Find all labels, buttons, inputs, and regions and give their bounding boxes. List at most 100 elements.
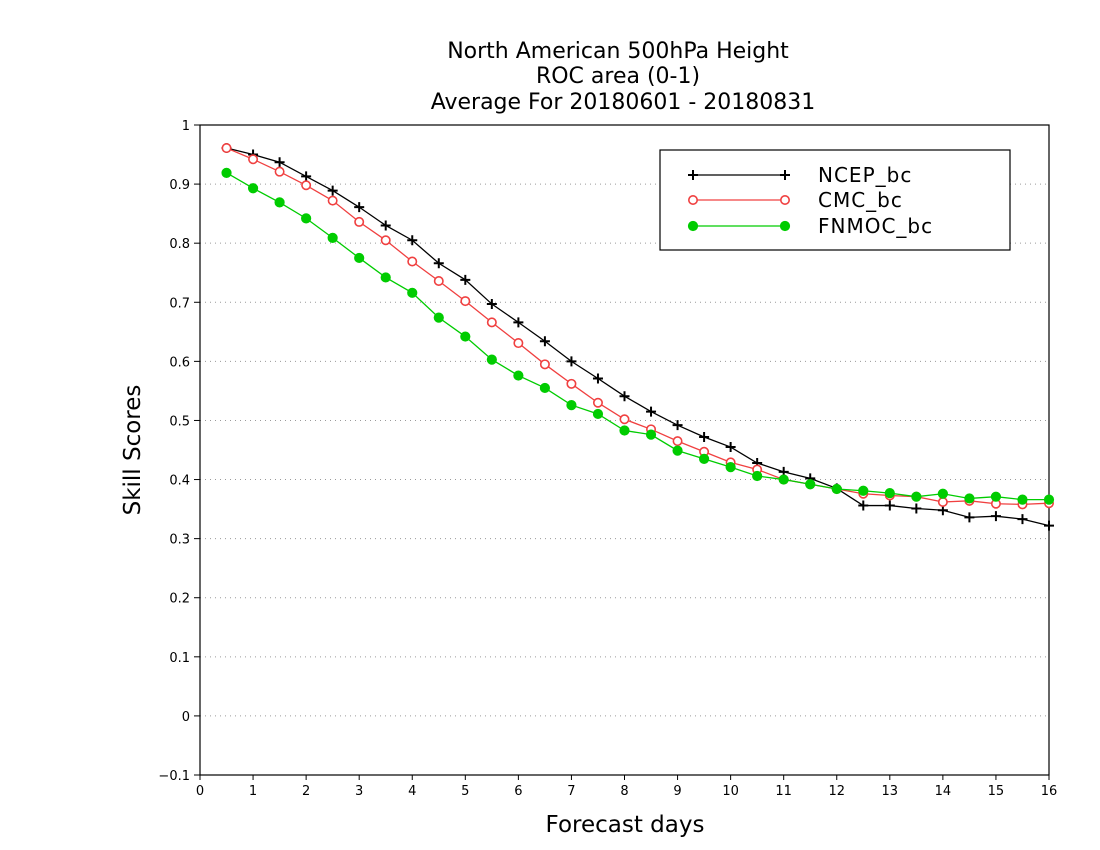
x-axis-title: Forecast days (546, 812, 705, 838)
data-point-fnmoc-bc (380, 272, 391, 283)
data-point-cmc-bc (460, 296, 471, 307)
data-point-fnmoc-bc (327, 232, 338, 243)
data-point-fnmoc-bc (937, 488, 948, 499)
data-point-cmc-bc (380, 235, 391, 246)
data-point-ncep-bc (964, 512, 975, 523)
x-tick-label: 9 (673, 784, 681, 799)
y-tick-label: 0.2 (169, 592, 190, 607)
data-point-cmc-bc (486, 317, 497, 328)
data-point-ncep-bc (990, 511, 1001, 522)
data-point-fnmoc-bc (672, 445, 683, 456)
data-point-cmc-bc (274, 166, 285, 177)
legend-marker-fnmoc-bc (779, 220, 791, 232)
data-point-fnmoc-bc (566, 399, 577, 411)
data-point-ncep-bc (619, 391, 630, 402)
data-point-fnmoc-bc (805, 479, 816, 490)
data-point-fnmoc-bc (1043, 494, 1055, 505)
data-point-fnmoc-bc (1017, 494, 1028, 505)
y-tick-label: 0.8 (169, 237, 190, 252)
legend-marker-ncep-bc (688, 170, 698, 180)
y-tick-label: 0.5 (169, 414, 190, 429)
data-point-ncep-bc (566, 356, 577, 367)
data-point-ncep-bc (486, 299, 497, 310)
x-tick-label: 1 (249, 784, 257, 799)
x-tick-label: 6 (514, 784, 522, 799)
data-point-fnmoc-bc (354, 252, 365, 264)
data-point-fnmoc-bc (725, 462, 736, 473)
data-point-cmc-bc (221, 143, 232, 154)
data-point-fnmoc-bc (911, 491, 922, 502)
data-point-ncep-bc (380, 220, 391, 231)
x-tick-label: 8 (620, 784, 628, 799)
data-point-fnmoc-bc (247, 183, 259, 194)
data-point-ncep-bc (646, 406, 657, 417)
data-point-fnmoc-bc (831, 483, 842, 495)
data-point-cmc-bc (301, 180, 312, 191)
data-point-fnmoc-bc (964, 493, 975, 504)
data-point-fnmoc-bc (619, 425, 630, 436)
data-point-ncep-bc (725, 442, 736, 453)
data-point-cmc-bc (354, 216, 365, 227)
data-point-ncep-bc (592, 373, 603, 384)
data-point-cmc-bc (619, 414, 630, 425)
y-tick-label: 0.3 (169, 533, 190, 548)
data-point-ncep-bc (513, 317, 524, 328)
data-point-ncep-bc (1044, 520, 1054, 531)
data-point-cmc-bc (513, 338, 524, 349)
data-point-cmc-bc (327, 195, 338, 206)
data-point-fnmoc-bc (592, 408, 604, 420)
y-tick-label: 0.9 (169, 178, 190, 193)
series-ncep-bc (221, 143, 1054, 531)
data-point-cmc-bc (407, 256, 418, 267)
data-point-ncep-bc (1017, 514, 1028, 525)
data-point-ncep-bc (354, 202, 365, 213)
data-point-cmc-bc (248, 154, 259, 165)
data-point-ncep-bc (699, 432, 710, 442)
data-point-cmc-bc (433, 275, 444, 286)
data-point-fnmoc-bc (486, 354, 497, 365)
y-tick-label: 0 (182, 710, 190, 725)
y-tick-label: 0.6 (169, 355, 190, 370)
legend-label-cmc-bc: CMC_bc (818, 188, 903, 212)
data-point-fnmoc-bc (752, 470, 763, 482)
chart-title: North American 500hPa Height ROC area (0… (431, 39, 816, 115)
x-tick-label: 2 (302, 784, 310, 799)
data-point-cmc-bc (566, 378, 577, 389)
axis-ticks: −0.100.10.20.30.40.50.60.70.80.910 1 2 3 4 5 6… (158, 119, 1057, 799)
data-point-fnmoc-bc (698, 453, 710, 464)
data-point-fnmoc-bc (858, 485, 869, 496)
data-point-ncep-bc (539, 336, 550, 347)
x-tick-label: 14 (935, 784, 952, 799)
x-tick-label: 15 (988, 784, 1005, 799)
y-tick-label: 0.1 (169, 651, 190, 666)
chart-title-line-2: ROC area (0-1) (536, 64, 700, 89)
x-tick-label: 12 (828, 784, 845, 799)
data-point-fnmoc-bc (513, 370, 524, 381)
data-point-ncep-bc (858, 500, 869, 511)
x-tick-label: 7 (567, 784, 575, 799)
data-point-ncep-bc (433, 258, 444, 269)
x-tick-label: 0 (196, 784, 204, 799)
data-point-ncep-bc (884, 500, 895, 511)
y-tick-label: 0.4 (169, 474, 190, 489)
data-point-ncep-bc (911, 503, 922, 514)
x-tick-label: 11 (775, 784, 792, 799)
x-tick-label: 5 (461, 784, 469, 799)
data-point-fnmoc-bc (884, 488, 895, 499)
data-point-cmc-bc (592, 397, 603, 408)
y-tick-label: 0.7 (169, 296, 190, 311)
data-point-ncep-bc (460, 274, 471, 285)
x-tick-label: 4 (408, 784, 416, 799)
legend-label-ncep-bc: NCEP_bc (818, 163, 912, 187)
x-tick-label: 16 (1041, 784, 1058, 799)
data-point-fnmoc-bc (778, 474, 789, 485)
gridlines (200, 183, 1049, 717)
x-tick-label: 13 (882, 784, 899, 799)
data-point-ncep-bc (274, 157, 285, 168)
data-point-ncep-bc (301, 171, 312, 182)
x-tick-label: 10 (722, 784, 739, 799)
y-axis-title: Skill Scores (120, 385, 146, 516)
chart-title-line-1: North American 500hPa Height (447, 39, 789, 64)
